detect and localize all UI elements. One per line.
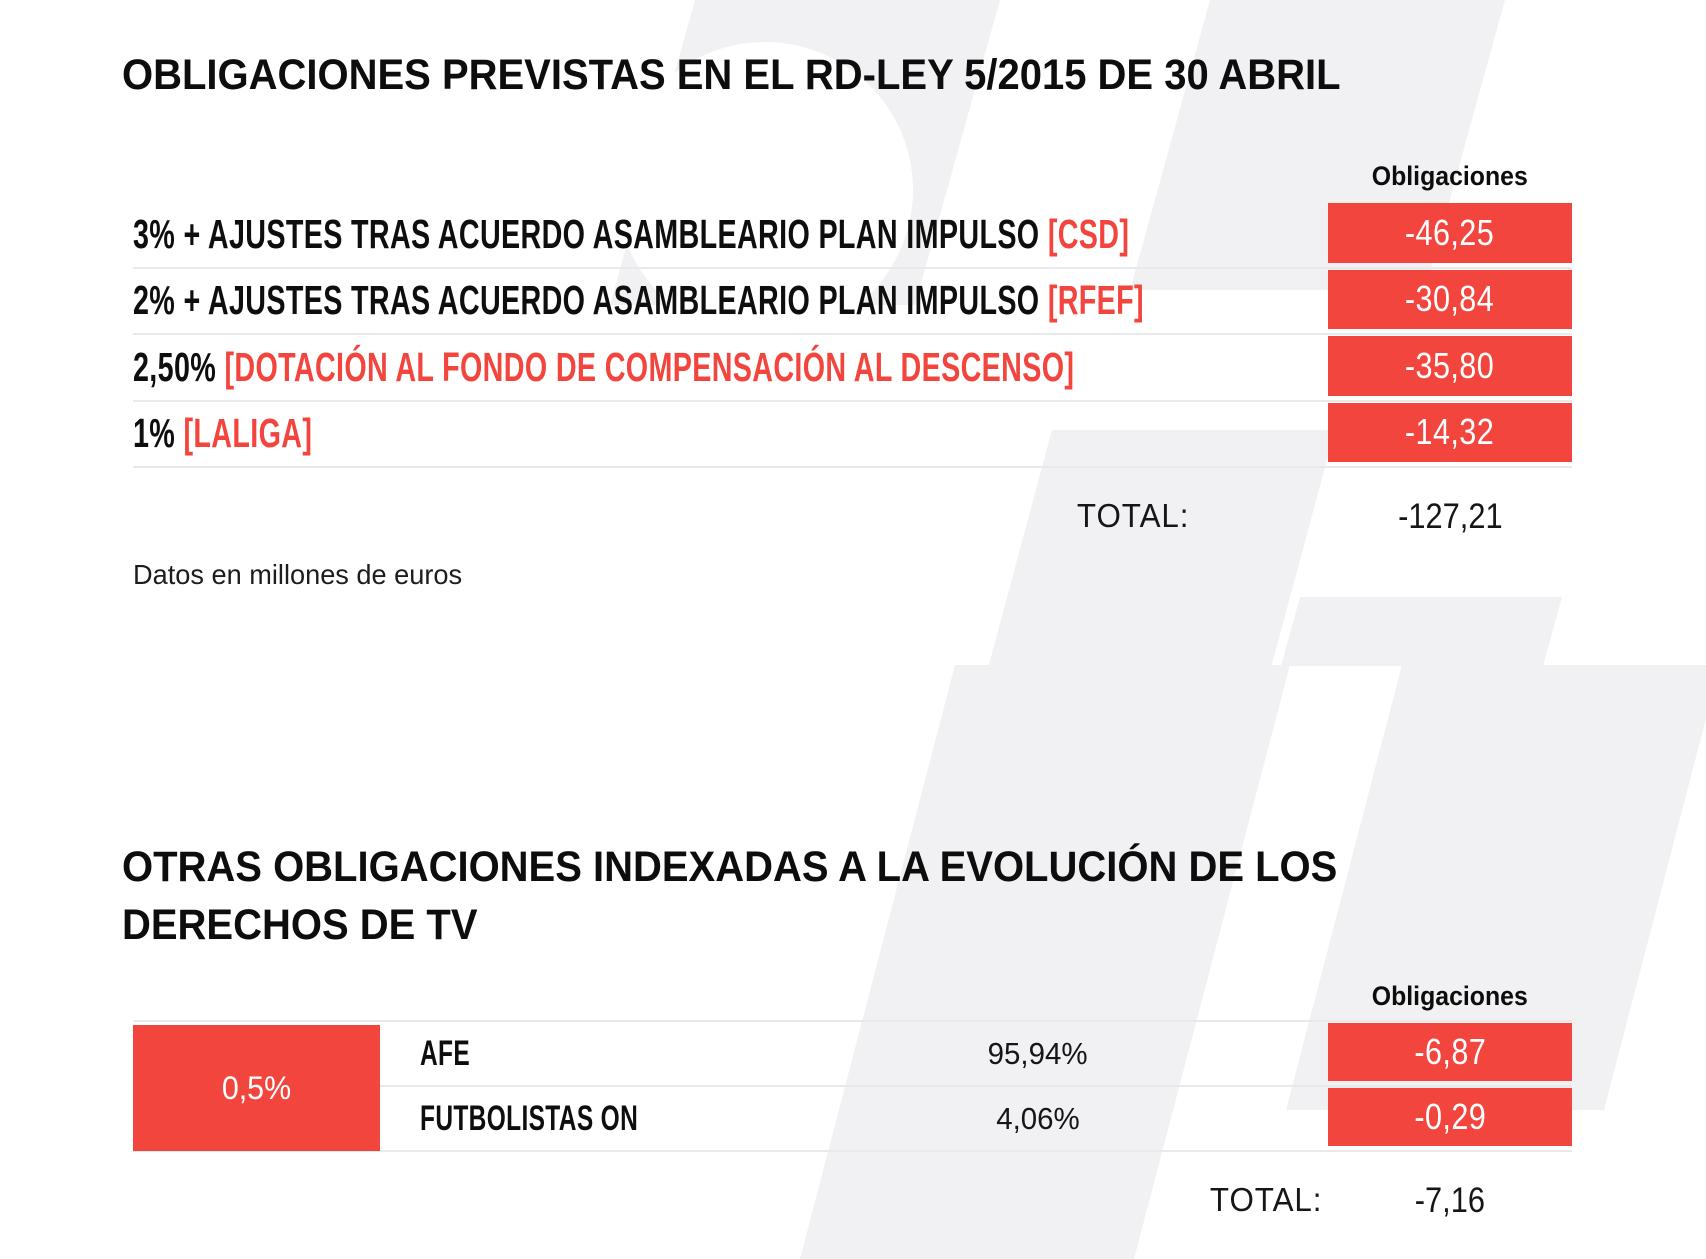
share-percentage: 4,06% [996,1100,1080,1136]
row-label: 2,50% [DOTACIÓN AL FONDO DE COMPENSACIÓN… [133,343,1075,390]
section2-title: OTRAS OBLIGACIONES INDEXADAS A LA EVOLUC… [122,843,1338,949]
entity-name: FUTBOLISTAS ON [420,1098,639,1138]
row-label: 2% + AJUSTES TRAS ACUERDO ASAMBLEARIO PL… [133,277,1144,324]
section1-table: 3% + AJUSTES TRAS ACUERDO ASAMBLEARIO PL… [133,202,1572,468]
obligation-value-cell: -30,84 [1328,269,1572,329]
obligation-value-cell: -35,80 [1328,336,1572,396]
table-row: 3% + AJUSTES TRAS ACUERDO ASAMBLEARIO PL… [133,202,1572,269]
total-label: TOTAL: [1209,1181,1322,1218]
section2-total-row: TOTAL: -7,16 [133,1181,1572,1223]
row-label-tag: [CSD] [1047,210,1130,257]
table-row: 2% + AJUSTES TRAS ACUERDO ASAMBLEARIO PL… [133,269,1572,335]
total-value: -7,16 [1414,1181,1486,1220]
share-percentage: 95,94% [988,1035,1088,1071]
section2-table: AFE 95,94% -6,87 FUTBOLISTAS ON 4,06% -0… [133,1020,1572,1152]
table-row: AFE 95,94% -6,87 [133,1022,1572,1087]
section1-obligaciones-column-header: Obligaciones [1372,161,1528,191]
obligation-value-cell: -0,29 [1328,1088,1572,1146]
shared-rate-cell: 0,5% [133,1025,380,1151]
obligation-value-cell: -6,87 [1328,1023,1572,1081]
row-label-tag: [RFEF] [1047,277,1144,324]
obligation-value-cell: -46,25 [1328,203,1572,263]
units-footnote: Datos en millones de euros [133,559,463,590]
table-row: FUTBOLISTAS ON 4,06% -0,29 [133,1087,1572,1152]
section1-total-row: TOTAL: -127,21 [133,497,1572,539]
total-value: -127,21 [1397,497,1503,536]
row-label: 3% + AJUSTES TRAS ACUERDO ASAMBLEARIO PL… [133,210,1130,257]
entity-name: AFE [420,1033,471,1073]
row-label: 1% [LALIGA] [133,410,313,457]
total-label: TOTAL: [1076,497,1189,534]
row-label-tag: [DOTACIÓN AL FONDO DE COMPENSACIÓN AL DE… [224,343,1075,390]
obligation-value-cell: -14,32 [1328,402,1572,462]
row-label-tag: [LALIGA] [183,410,313,457]
section1-title: OBLIGACIONES PREVISTAS EN EL RD-LEY 5/20… [122,51,1341,99]
table-row: 2,50% [DOTACIÓN AL FONDO DE COMPENSACIÓN… [133,335,1572,402]
table-row: 1% [LALIGA] -14,32 [133,402,1572,468]
section2-obligaciones-column-header: Obligaciones [1372,981,1528,1011]
